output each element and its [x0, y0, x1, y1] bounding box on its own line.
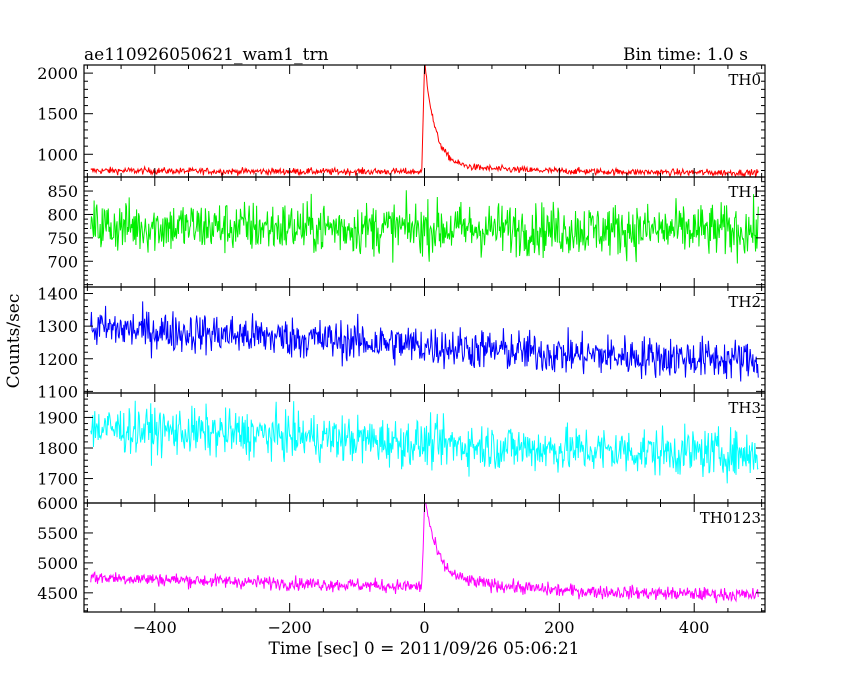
y-tick-label: 750 — [47, 229, 78, 248]
panel-label-th3: TH3 — [728, 399, 761, 417]
panel-label-th0: TH0 — [728, 71, 761, 89]
x-tick-label: −200 — [268, 618, 312, 637]
y-tick-label: 850 — [47, 182, 78, 201]
series-line-th3 — [90, 400, 759, 484]
y-tick-label: 1800 — [37, 439, 78, 458]
y-tick-label: 6000 — [37, 494, 78, 513]
y-tick-label: 5500 — [37, 524, 78, 543]
y-tick-label: 2000 — [37, 64, 78, 83]
series-line-th0 — [90, 65, 759, 179]
panel-label-th1: TH1 — [728, 183, 761, 201]
y-tick-label: 4500 — [37, 584, 78, 603]
y-tick-label: 1300 — [37, 317, 78, 336]
y-tick-label: 1500 — [37, 105, 78, 124]
series-line-th0123 — [90, 503, 759, 604]
y-tick-label: 1200 — [37, 350, 78, 369]
panel-label-th2: TH2 — [728, 293, 761, 311]
y-tick-label: 5000 — [37, 554, 78, 573]
series-line-th1 — [90, 190, 759, 264]
y-tick-label: 800 — [47, 205, 78, 224]
y-tick-label: 1100 — [37, 382, 78, 401]
x-tick-label: 400 — [679, 618, 710, 637]
y-tick-label: 1700 — [37, 470, 78, 489]
y-tick-label: 1000 — [37, 145, 78, 164]
x-tick-label: 200 — [544, 618, 575, 637]
x-axis-label: Time [sec] 0 = 2011/09/26 05:06:21 — [269, 639, 580, 659]
bin-time-label: Bin time: 1.0 s — [623, 45, 748, 65]
x-tick-label: −400 — [133, 618, 177, 637]
y-axis-label: Counts/sec — [4, 294, 24, 389]
panel-label-th0123: TH0123 — [700, 509, 761, 527]
series-line-th2 — [90, 301, 759, 382]
chart-title: ae110926050621_wam1_trn — [84, 45, 329, 65]
y-tick-label: 1400 — [37, 285, 78, 304]
y-tick-label: 700 — [47, 252, 78, 271]
y-tick-label: 1900 — [37, 408, 78, 427]
x-tick-label: 0 — [419, 618, 429, 637]
